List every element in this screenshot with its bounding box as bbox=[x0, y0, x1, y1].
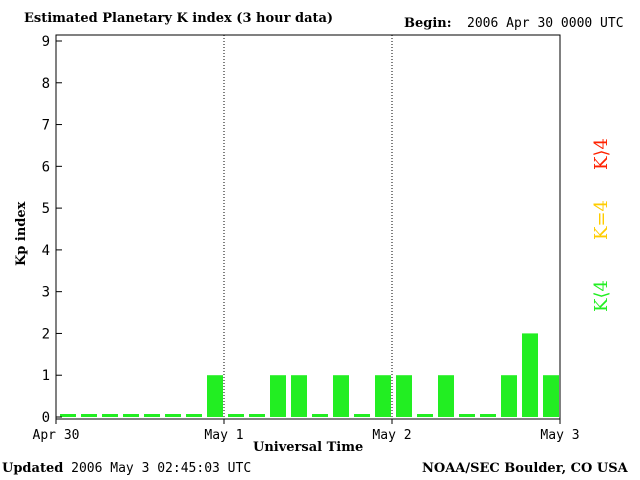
begin-label: Begin: bbox=[404, 16, 452, 31]
x-axis-ticks: Apr 30 May 1 May 2 May 3 bbox=[33, 419, 580, 443]
updated-info: Updated 2006 May 3 02:45:03 UTC bbox=[2, 461, 251, 476]
kp-bar bbox=[543, 375, 559, 417]
x-axis-label: Universal Time bbox=[253, 440, 364, 455]
kp-bar bbox=[81, 414, 97, 417]
y-axis-ticks: 0 1 2 3 4 5 6 7 8 9 bbox=[42, 34, 62, 426]
x-tick-label: May 3 bbox=[540, 428, 579, 443]
source-credit: NOAA/SEC Boulder, CO USA bbox=[422, 461, 628, 476]
kp-bar bbox=[207, 375, 223, 417]
kp-bar bbox=[438, 375, 454, 417]
y-tick-label: 8 bbox=[42, 76, 50, 92]
legend-k-greater-4: K⟩4 bbox=[591, 138, 612, 170]
kp-bar bbox=[396, 375, 412, 417]
legend-k-equal-4: K=4 bbox=[591, 200, 612, 240]
kp-bar bbox=[312, 414, 328, 417]
x-tick-label: Apr 30 bbox=[33, 428, 80, 443]
y-tick-label: 2 bbox=[42, 326, 50, 342]
kp-bar bbox=[333, 375, 349, 417]
y-tick-label: 3 bbox=[42, 285, 50, 301]
begin-value: 2006 Apr 30 0000 UTC bbox=[467, 16, 624, 31]
kp-bar bbox=[60, 414, 76, 417]
y-tick-label: 4 bbox=[42, 243, 50, 259]
y-tick-label: 6 bbox=[42, 159, 50, 175]
plot-area bbox=[55, 34, 561, 420]
y-tick-label: 9 bbox=[42, 34, 50, 50]
kp-bar bbox=[270, 375, 286, 417]
y-tick-label: 7 bbox=[42, 118, 50, 134]
updated-value: 2006 May 3 02:45:03 UTC bbox=[71, 461, 252, 476]
kp-bar bbox=[354, 414, 370, 417]
day-dividers bbox=[223, 35, 393, 419]
kp-bar bbox=[459, 414, 475, 417]
legend-k-less-4: K⟨4 bbox=[591, 280, 612, 312]
kp-bar bbox=[165, 414, 181, 417]
chart-title: Estimated Planetary K index (3 hour data… bbox=[24, 11, 334, 26]
y-tick-label: 1 bbox=[42, 368, 50, 384]
updated-label: Updated bbox=[2, 461, 64, 476]
kp-bar bbox=[186, 414, 202, 417]
kp-bar bbox=[417, 414, 433, 417]
kp-bar bbox=[501, 375, 517, 417]
kp-bar bbox=[144, 414, 160, 417]
kp-bar bbox=[228, 414, 244, 417]
kp-bar bbox=[249, 414, 265, 417]
y-axis-label: Kp index bbox=[14, 201, 29, 266]
kp-bar bbox=[102, 414, 118, 417]
x-tick-label: May 2 bbox=[372, 428, 411, 443]
bars-group bbox=[60, 333, 559, 417]
kp-bar bbox=[123, 414, 139, 417]
kp-bar bbox=[522, 333, 538, 417]
y-tick-label: 5 bbox=[42, 201, 50, 217]
y-tick-label: 0 bbox=[42, 410, 50, 426]
x-tick-label: May 1 bbox=[204, 428, 243, 443]
kp-bar bbox=[375, 375, 391, 417]
kp-bar bbox=[291, 375, 307, 417]
kp-bar bbox=[480, 414, 496, 417]
